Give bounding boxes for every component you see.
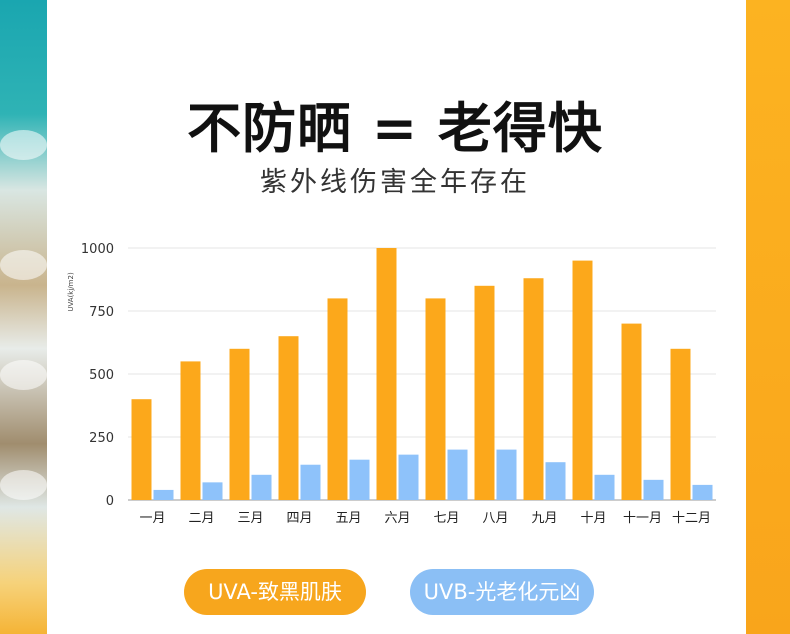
y-tick-label: 500 — [89, 368, 114, 383]
uvb-bar — [251, 474, 272, 500]
uvb-bar — [398, 454, 419, 500]
uv-bar-chart: 0 250 500 750 1000 UVA(kj/m2) 一月 二月 三月 四月 五月 六月 七月 八月… — [67, 242, 716, 526]
legend-uva: UVA-致黑肌肤 — [184, 569, 366, 615]
y-tick-label: 750 — [89, 305, 114, 320]
uva-bar — [131, 399, 152, 500]
uva-bar — [572, 260, 593, 500]
legend-uvb: UVB-光老化元凶 — [410, 569, 594, 615]
x-tick-label: 七月 — [433, 511, 459, 526]
uvb-bar — [594, 474, 615, 500]
uvb-bar — [496, 449, 517, 500]
uva-bar — [621, 323, 642, 500]
x-tick-label: 一月 — [139, 511, 165, 526]
uva-bar — [180, 361, 201, 500]
wave-foam — [0, 130, 47, 160]
x-tick-label: 三月 — [237, 511, 263, 526]
x-tick-label: 五月 — [335, 511, 361, 526]
wave-foam — [0, 250, 47, 280]
uvb-bar — [545, 462, 566, 500]
uvb-bar — [153, 489, 174, 500]
x-tick-label: 四月 — [286, 511, 312, 526]
uva-bar — [229, 348, 250, 500]
uva-bar — [523, 278, 544, 500]
uva-bar — [474, 285, 495, 500]
uva-bar — [425, 298, 446, 500]
x-tick-label: 二月 — [188, 511, 214, 526]
x-tick-label: 六月 — [384, 511, 410, 526]
y-tick-label: 1000 — [81, 242, 114, 257]
page-subtitle: 紫外线伤害全年存在 — [260, 167, 530, 198]
uvb-bar — [300, 464, 321, 500]
uvb-bar — [447, 449, 468, 500]
uvb-bar — [349, 459, 370, 500]
uva-bar — [278, 336, 299, 500]
uvb-bar — [643, 479, 664, 500]
x-tick-label: 八月 — [482, 511, 508, 526]
wave-foam — [0, 470, 47, 500]
y-axis-label: UVA(kj/m2) — [67, 272, 75, 312]
uvb-bar — [692, 484, 713, 500]
beach-side-image — [0, 0, 47, 634]
x-tick-label: 九月 — [531, 511, 557, 526]
uva-bar — [376, 248, 397, 500]
orange-side-panel — [746, 0, 790, 634]
uva-bar — [670, 348, 691, 500]
uvb-bar — [202, 482, 223, 500]
y-tick-label: 0 — [106, 494, 114, 509]
wave-foam — [0, 360, 47, 390]
x-tick-label: 十二月 — [672, 511, 711, 526]
page-title: 不防晒 = 老得快 — [187, 97, 603, 160]
x-tick-label: 十月 — [580, 511, 606, 526]
y-tick-label: 250 — [89, 431, 114, 446]
x-tick-label: 十一月 — [623, 511, 662, 526]
uva-bar — [327, 298, 348, 500]
